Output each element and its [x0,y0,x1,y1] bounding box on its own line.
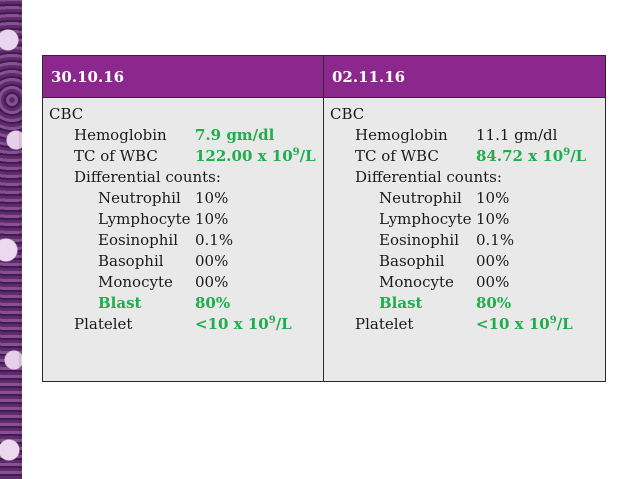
differential-row: Basophil 00% [330,251,605,272]
wbc-row: TC of WBC 84.72 x 109/L [330,146,605,167]
wbc-value-unit: /L [299,147,316,165]
hemoglobin-label: Hemoglobin [355,126,448,144]
decorative-cell-image-strip [0,0,22,479]
wbc-row: TC of WBC 122.00 x 109/L [49,146,323,167]
platelet-label: Platelet [355,315,414,333]
blast-label: Blast [379,294,423,312]
platelet-row: Platelet <10 x 109/L [49,314,323,335]
blast-value: 80% [476,294,512,312]
table-body-row: CBC Hemoglobin 7.9 gm/dl TC of WBC 122.0… [42,97,606,382]
platelet-value-unit: /L [275,315,292,333]
cbc-heading: CBC [49,105,84,123]
differential-label: Monocyte [98,273,173,291]
differential-label: Lymphocyte [98,210,191,228]
date-header: 02.11.16 [323,55,606,98]
hemoglobin-value: 7.9 gm/dl [195,126,275,144]
differential-label: Lymphocyte [379,210,472,228]
platelet-label: Platelet [74,315,133,333]
wbc-value-main: 122.00 x 10 [195,147,293,165]
platelet-row: Platelet <10 x 109/L [330,314,605,335]
hemoglobin-label: Hemoglobin [74,126,167,144]
blast-label: Blast [98,294,142,312]
platelet-value: <10 x 109/L [476,314,573,335]
platelet-value-main: <10 x 10 [195,315,269,333]
differential-row: Neutrophil 10% [330,188,605,209]
platelet-value-exponent: 9 [549,315,557,326]
cbc-comparison-table: 30.10.16 02.11.16 CBC Hemoglobin 7.9 gm/… [42,55,606,382]
differential-row: Lymphocyte 10% [330,209,605,230]
differential-label: Eosinophil [379,231,460,249]
wbc-value-exponent: 9 [292,147,300,158]
hemoglobin-row: Hemoglobin 7.9 gm/dl [49,125,323,146]
blast-value: 80% [195,294,231,312]
differential-value: 10% [476,189,510,207]
differential-value: 00% [195,273,229,291]
differential-value: 10% [195,189,229,207]
differential-label: Neutrophil [379,189,462,207]
wbc-value: 122.00 x 109/L [195,146,316,167]
differential-label: Neutrophil [98,189,181,207]
platelet-value-exponent: 9 [268,315,276,326]
wbc-value-unit: /L [570,147,587,165]
cbc-report-cell: CBC Hemoglobin 7.9 gm/dl TC of WBC 122.0… [42,97,324,382]
wbc-value-exponent: 9 [563,147,571,158]
differential-row: Monocyte 00% [330,272,605,293]
differential-value: 0.1% [476,231,515,249]
differential-label: Basophil [379,252,445,270]
differential-value: 10% [195,210,229,228]
differential-value: 10% [476,210,510,228]
differential-row: Eosinophil 0.1% [330,230,605,251]
differential-row: Monocyte 00% [49,272,323,293]
wbc-label: TC of WBC [74,147,158,165]
hemoglobin-value: 11.1 gm/dl [476,126,558,144]
differential-label: Basophil [98,252,164,270]
wbc-label: TC of WBC [355,147,439,165]
differential-value: 00% [476,252,510,270]
hemoglobin-row: Hemoglobin 11.1 gm/dl [330,125,605,146]
differential-row: Eosinophil 0.1% [49,230,323,251]
differential-row: Basophil 00% [49,251,323,272]
differential-value: 0.1% [195,231,234,249]
cbc-heading: CBC [330,105,365,123]
differential-value: 00% [195,252,229,270]
differential-heading: Differential counts: [74,168,221,186]
wbc-value: 84.72 x 109/L [476,146,586,167]
differential-label: Monocyte [379,273,454,291]
table-header-row: 30.10.16 02.11.16 [42,55,606,98]
differential-label: Eosinophil [98,231,179,249]
blast-row: Blast 80% [330,293,605,314]
differential-value: 00% [476,273,510,291]
differential-row: Lymphocyte 10% [49,209,323,230]
differential-heading: Differential counts: [355,168,502,186]
platelet-value: <10 x 109/L [195,314,292,335]
platelet-value-main: <10 x 10 [476,315,550,333]
platelet-value-unit: /L [556,315,573,333]
cbc-report-cell: CBC Hemoglobin 11.1 gm/dl TC of WBC 84.7… [323,97,606,382]
differential-row: Neutrophil 10% [49,188,323,209]
date-header: 30.10.16 [42,55,324,98]
wbc-value-main: 84.72 x 10 [476,147,564,165]
blast-row: Blast 80% [49,293,323,314]
